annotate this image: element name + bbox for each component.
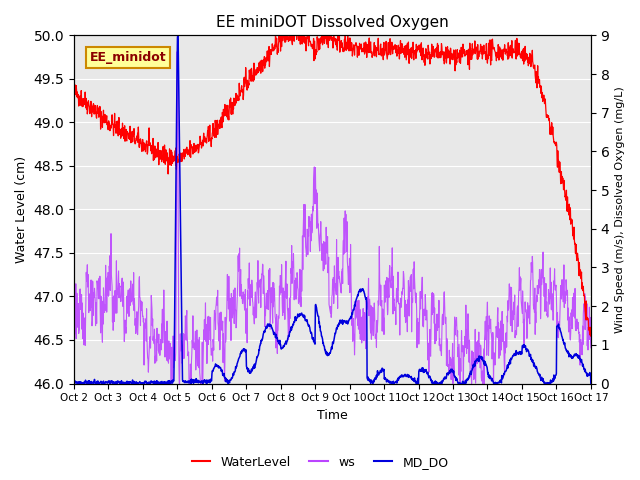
Text: EE_minidot: EE_minidot: [90, 51, 166, 64]
X-axis label: Time: Time: [317, 409, 348, 422]
Y-axis label: Water Level (cm): Water Level (cm): [15, 156, 28, 263]
Legend: WaterLevel, ws, MD_DO: WaterLevel, ws, MD_DO: [187, 451, 453, 474]
Y-axis label: Wind Speed (m/s), Dissolved Oxygen (mg/L): Wind Speed (m/s), Dissolved Oxygen (mg/L…: [615, 86, 625, 333]
Title: EE miniDOT Dissolved Oxygen: EE miniDOT Dissolved Oxygen: [216, 15, 449, 30]
